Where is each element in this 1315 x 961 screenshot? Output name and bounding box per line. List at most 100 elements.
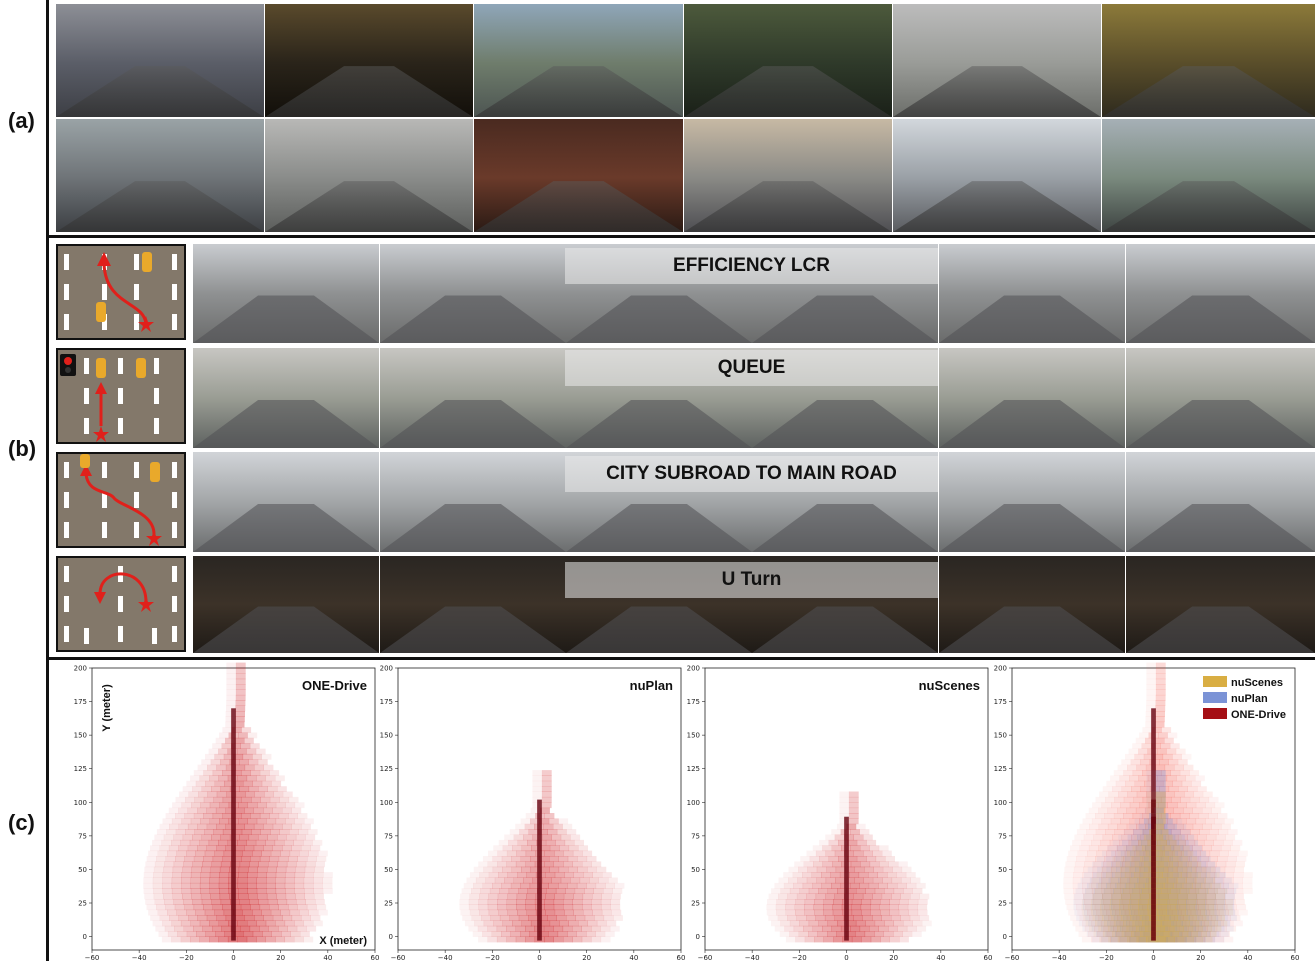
scenario-title-queue: QUEUE bbox=[565, 350, 938, 386]
scenario-frame bbox=[1126, 452, 1315, 552]
scenario-frame bbox=[380, 348, 566, 448]
plot-title: nuPlan bbox=[630, 678, 673, 693]
plot-title: nuScenes bbox=[919, 678, 980, 693]
x-tick-label: −60 bbox=[85, 954, 100, 961]
plot-title: ONE-Drive bbox=[302, 678, 367, 693]
y-tick-label: 25 bbox=[998, 900, 1007, 908]
scene-photo bbox=[474, 4, 683, 117]
x-axis-label: X (meter) bbox=[319, 935, 367, 947]
x-tick-label: 0 bbox=[537, 954, 541, 961]
merge-diagram bbox=[56, 452, 186, 548]
y-tick-label: 100 bbox=[74, 799, 87, 807]
x-tick-label: 60 bbox=[984, 954, 993, 961]
scenario-frame bbox=[380, 452, 566, 552]
y-tick-label: 0 bbox=[1003, 933, 1007, 941]
legend-swatch bbox=[1203, 676, 1227, 687]
x-tick-label: −60 bbox=[391, 954, 406, 961]
x-tick-label: 40 bbox=[936, 954, 945, 961]
y-tick-label: 200 bbox=[74, 665, 87, 673]
u-turn-diagram bbox=[56, 556, 186, 652]
y-tick-label: 100 bbox=[994, 799, 1007, 807]
y-tick-label: 125 bbox=[687, 765, 700, 773]
plot-one-drive: −60 −40 −20 0 20 40 60 0 25 50 75 100 125 150 175 200 ON… bbox=[74, 662, 379, 961]
y-tick-label: 150 bbox=[687, 732, 700, 740]
scene-photo bbox=[56, 4, 264, 117]
x-tick-label: −60 bbox=[698, 954, 713, 961]
y-tick-label: 200 bbox=[994, 665, 1007, 673]
scenario-frame bbox=[1126, 556, 1315, 653]
y-tick-label: 25 bbox=[691, 900, 700, 908]
y-tick-label: 25 bbox=[78, 900, 87, 908]
plot-overlay: −60 −40 −20 0 20 40 60 0 25 50 75 100 125 150 175 200 nu… bbox=[994, 662, 1300, 961]
panel-label-c: (c) bbox=[8, 810, 35, 835]
scene-photo bbox=[684, 4, 892, 117]
plot-nuscenes: −60 −40 −20 0 20 40 60 0 25 50 75 100 125 150 175 200 nu… bbox=[687, 665, 993, 961]
x-tick-label: −20 bbox=[179, 954, 194, 961]
left-vertical-rule bbox=[46, 0, 49, 961]
y-tick-label: 175 bbox=[74, 698, 87, 706]
y-tick-label: 175 bbox=[380, 698, 393, 706]
y-tick-label: 200 bbox=[380, 665, 393, 673]
scene-photo bbox=[893, 119, 1101, 232]
y-tick-label: 125 bbox=[994, 765, 1007, 773]
x-tick-label: 20 bbox=[889, 954, 898, 961]
scenario-frame bbox=[939, 556, 1125, 653]
y-tick-label: 175 bbox=[994, 698, 1007, 706]
plot-nuplan: −60 −40 −20 0 20 40 60 0 25 50 75 100 125 150 175 200 nu… bbox=[380, 665, 686, 961]
y-tick-label: 0 bbox=[389, 933, 393, 941]
scenario-frame bbox=[193, 244, 379, 343]
y-tick-label: 75 bbox=[78, 832, 87, 840]
legend-label: nuScenes bbox=[1231, 677, 1283, 689]
scene-photo bbox=[265, 119, 473, 232]
legend-label: ONE-Drive bbox=[1231, 709, 1286, 721]
scene-photo bbox=[56, 119, 264, 232]
trajectory-distribution-plots: −60 −40 −20 0 20 40 600255075100125150175200ON… bbox=[74, 662, 1300, 961]
x-tick-label: 20 bbox=[582, 954, 591, 961]
y-tick-label: 0 bbox=[83, 933, 87, 941]
scenario-frame bbox=[193, 556, 379, 653]
x-tick-label: 60 bbox=[1291, 954, 1300, 961]
y-tick-label: 125 bbox=[380, 765, 393, 773]
x-tick-label: −20 bbox=[792, 954, 807, 961]
x-tick-label: 40 bbox=[323, 954, 332, 961]
scene-photo bbox=[265, 4, 473, 117]
y-tick-label: 75 bbox=[691, 832, 700, 840]
x-tick-label: −20 bbox=[485, 954, 500, 961]
scenario-title-u-turn: U Turn bbox=[565, 562, 938, 598]
scenario-frame bbox=[939, 244, 1125, 343]
x-tick-label: −40 bbox=[745, 954, 760, 961]
traffic-light-queue-icon bbox=[60, 354, 159, 442]
u-turn-icon bbox=[64, 566, 177, 644]
x-tick-label: 40 bbox=[629, 954, 638, 961]
y-tick-label: 150 bbox=[74, 732, 87, 740]
y-tick-label: 175 bbox=[687, 698, 700, 706]
y-tick-label: 50 bbox=[384, 866, 393, 874]
scenario-frame bbox=[193, 348, 379, 448]
scenario-frame bbox=[939, 348, 1125, 448]
lane-change-diagram bbox=[56, 244, 186, 340]
y-tick-label: 100 bbox=[687, 799, 700, 807]
x-tick-label: 0 bbox=[844, 954, 848, 961]
x-tick-label: 20 bbox=[276, 954, 285, 961]
panel-label-a: (a) bbox=[8, 108, 35, 133]
lane-change-right-icon bbox=[64, 252, 177, 332]
x-tick-label: 20 bbox=[1196, 954, 1205, 961]
y-tick-label: 100 bbox=[380, 799, 393, 807]
y-tick-label: 75 bbox=[998, 832, 1007, 840]
y-tick-label: 150 bbox=[994, 732, 1007, 740]
x-tick-label: 40 bbox=[1243, 954, 1252, 961]
scenario-title-efficiency-lcr: EFFICIENCY LCR bbox=[565, 248, 938, 284]
density-center-spine bbox=[231, 708, 236, 941]
scene-photo bbox=[684, 119, 892, 232]
scenario-title-city-subroad: CITY SUBROAD TO MAIN ROAD bbox=[565, 456, 938, 492]
separator-b-c bbox=[46, 657, 1315, 660]
queue-diagram bbox=[56, 348, 186, 444]
scene-photo bbox=[474, 119, 683, 232]
x-tick-label: −20 bbox=[1099, 954, 1114, 961]
x-tick-label: 0 bbox=[231, 954, 235, 961]
scene-photo bbox=[1102, 4, 1315, 117]
scenario-frame bbox=[380, 556, 566, 653]
y-tick-label: 150 bbox=[380, 732, 393, 740]
merge-to-main-road-icon bbox=[64, 454, 177, 546]
x-tick-label: −40 bbox=[1052, 954, 1067, 961]
